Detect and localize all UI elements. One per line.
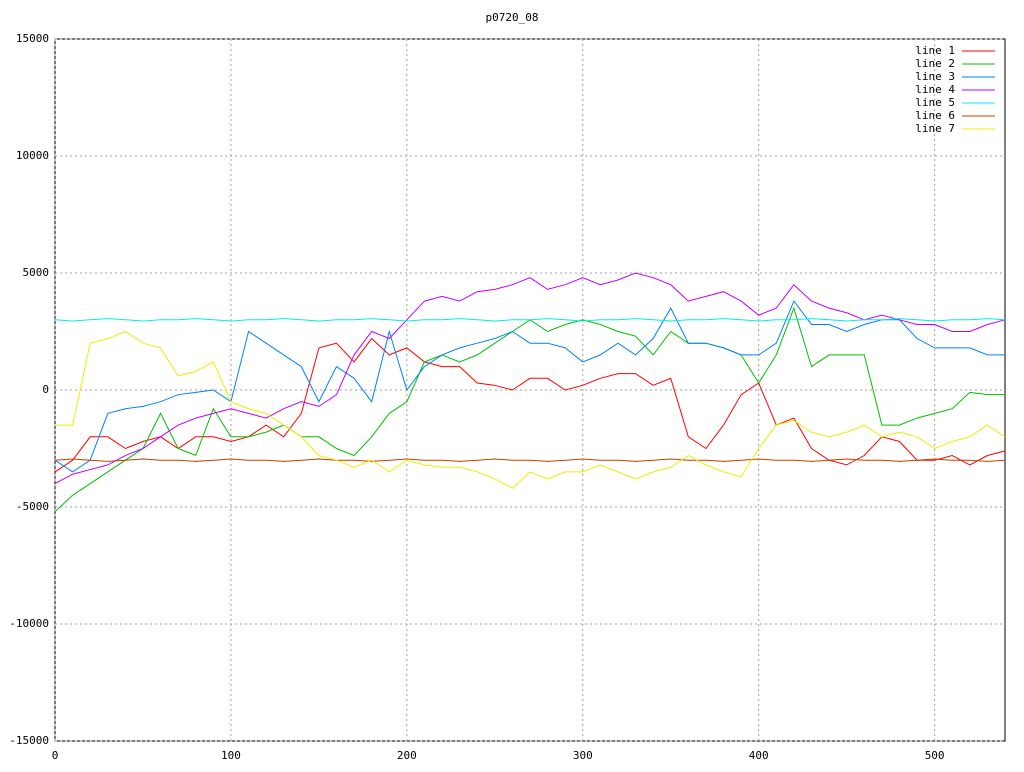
y-tick-label: -10000 <box>9 617 49 630</box>
y-tick-label: 5000 <box>23 266 50 279</box>
y-tick-label: 15000 <box>16 32 49 45</box>
y-tick-label: -5000 <box>16 500 49 513</box>
legend-label: line 1 <box>915 44 955 57</box>
series-line <box>55 330 1006 489</box>
x-tick-label: 500 <box>925 749 945 762</box>
legend-label: line 5 <box>915 96 955 109</box>
legend-label: line 4 <box>915 83 955 96</box>
x-tick-label: 100 <box>221 749 241 762</box>
series-line <box>54 272 1006 485</box>
series-line <box>54 337 1006 473</box>
series-line <box>54 458 1006 462</box>
legend-label: line 7 <box>915 122 955 135</box>
series-line <box>54 300 1005 473</box>
x-tick-label: 0 <box>52 749 59 762</box>
y-tick-label: 0 <box>42 383 49 396</box>
x-tick-label: 200 <box>397 749 417 762</box>
legend-label: line 6 <box>915 109 955 122</box>
legend-label: line 2 <box>915 57 955 70</box>
series-line <box>54 306 1005 513</box>
y-tick-label: -15000 <box>9 734 49 747</box>
legend-label: line 3 <box>915 70 955 83</box>
y-tick-label: 10000 <box>16 149 49 162</box>
x-tick-label: 300 <box>573 749 593 762</box>
chart-title: p0720_08 <box>486 11 539 24</box>
x-tick-label: 400 <box>749 749 769 762</box>
series-line <box>54 318 1006 322</box>
